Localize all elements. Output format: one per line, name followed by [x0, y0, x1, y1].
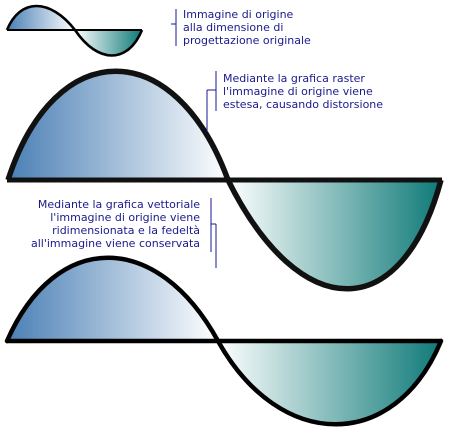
- caption-vector-graphics: Mediante la grafica vettoriale l'immagin…: [31, 198, 200, 250]
- caption-line: ridimensionata e la fedeltà: [52, 224, 201, 237]
- caption-raster-graphics: Mediante la grafica raster l'immagine di…: [223, 72, 383, 111]
- callout-bracket-raster: [206, 71, 217, 132]
- caption-line: l'immagine di origine viene: [223, 85, 373, 98]
- caption-line: Immagine di origine: [183, 8, 294, 21]
- caption-line: Mediante la grafica raster: [223, 72, 365, 85]
- vector-negative-lobe: [218, 341, 441, 425]
- raster-negative-lobe: [228, 180, 441, 289]
- original-small-wave: [5, 4, 144, 57]
- vector-scaled-wave: [4, 255, 444, 427]
- caption-line: progettazione originale: [183, 34, 311, 47]
- caption-line: alla dimensione di: [183, 21, 284, 34]
- caption-line: estesa, causando distorsione: [223, 98, 384, 111]
- caption-line: Mediante la grafica vettoriale: [37, 198, 201, 211]
- caption-original-image: Immagine di origine alla dimensione di p…: [183, 8, 311, 47]
- raster-positive-lobe: [8, 71, 228, 180]
- original-negative-lobe: [75, 30, 142, 56]
- callout-bracket-vector: [210, 198, 217, 268]
- raster-stretched-wave: [5, 68, 444, 292]
- caption-line: l'immagine di origine viene: [50, 211, 201, 224]
- callout-bracket-original: [171, 9, 177, 46]
- original-positive-lobe: [7, 6, 75, 30]
- caption-line: all'immagine viene conservata: [31, 237, 201, 250]
